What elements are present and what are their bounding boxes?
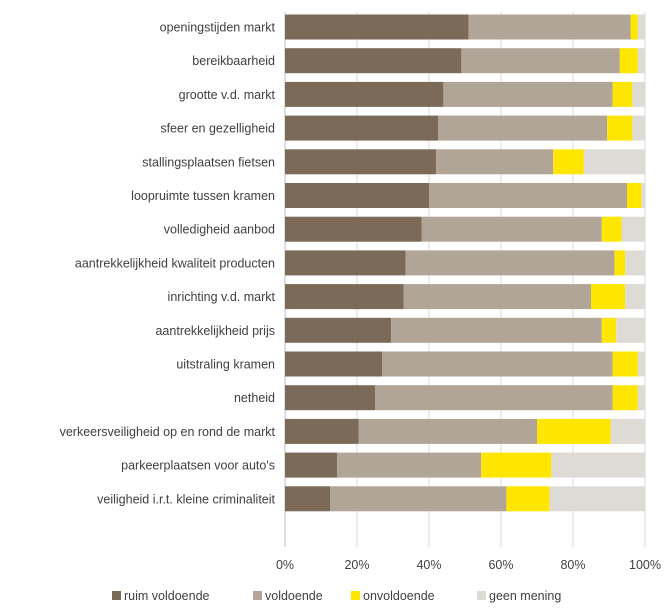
- bar-segment-ruim-voldoende: [285, 317, 392, 343]
- legend-swatch: [112, 591, 121, 600]
- bar-segment-onvoldoende: [591, 284, 626, 310]
- category-label: aantrekkelijkheid prijs: [155, 324, 275, 338]
- legend-label: onvoldoende: [363, 589, 435, 603]
- legend: ruim voldoende voldoende onvoldoende geen m…: [112, 589, 561, 603]
- bar-segment-geen-mening: [551, 452, 645, 478]
- category-label: uitstraling kramen: [176, 358, 275, 372]
- bar-segment-ruim-voldoende: [285, 115, 438, 141]
- category-label: netheid: [234, 391, 275, 405]
- bar-segment-ruim-voldoende: [285, 149, 437, 175]
- x-tick-label: 40%: [416, 558, 441, 572]
- x-tick-label: 80%: [560, 558, 585, 572]
- category-label: parkeerplaatsen voor auto's: [121, 459, 275, 473]
- category-label: grootte v.d. markt: [179, 88, 276, 102]
- bar-segment-voldoende: [382, 351, 613, 377]
- bar-segment-geen-mening: [637, 351, 645, 377]
- bar-segment-voldoende: [468, 14, 631, 40]
- bar-segment-voldoende: [438, 115, 608, 141]
- category-labels: openingstijden markt bereikbaarheid groott…: [60, 21, 276, 507]
- bar-segment-voldoende: [443, 81, 613, 107]
- bar-segment-geen-mening: [632, 81, 645, 107]
- bar-segment-geen-mening: [637, 48, 645, 74]
- bar-segment-onvoldoende: [619, 48, 638, 74]
- bar-segment-voldoende: [375, 385, 613, 411]
- bar-segment-ruim-voldoende: [285, 418, 359, 444]
- bar-segment-voldoende: [403, 284, 591, 310]
- bar-segment-voldoende: [461, 48, 620, 74]
- bar-segment-voldoende: [405, 250, 615, 276]
- bar-segment-voldoende: [358, 418, 537, 444]
- bar-segment-ruim-voldoende: [285, 183, 429, 208]
- bar-segment-ruim-voldoende: [285, 452, 338, 478]
- legend-swatch: [253, 591, 262, 600]
- legend-label: geen mening: [489, 589, 561, 603]
- bar-segment-ruim-voldoende: [285, 81, 444, 107]
- bar-segment-onvoldoende: [553, 149, 584, 175]
- bar-segment-voldoende: [429, 183, 627, 208]
- bar-segment-geen-mening: [583, 149, 645, 175]
- bar-segment-onvoldoende: [481, 452, 552, 478]
- x-tick-labels: 0% 20% 40% 60% 80% 100%: [276, 558, 661, 572]
- bar-segment-ruim-voldoende: [285, 284, 404, 310]
- bar-segment-ruim-voldoende: [285, 48, 462, 74]
- category-label: veiligheid i.r.t. kleine criminaliteit: [97, 492, 275, 506]
- bar-segment-geen-mening: [625, 284, 645, 310]
- bar-segment-onvoldoende: [612, 385, 638, 411]
- legend-label: ruim voldoende: [124, 589, 210, 603]
- bar-segment-ruim-voldoende: [285, 385, 375, 411]
- x-tick-label: 20%: [344, 558, 369, 572]
- bar-segment-onvoldoende: [537, 418, 611, 444]
- bars: [285, 14, 645, 512]
- category-label: sfeer en gezelligheid: [160, 122, 275, 136]
- bar-segment-geen-mening: [632, 115, 645, 141]
- bar-segment-voldoende: [330, 486, 507, 512]
- bar-segment-ruim-voldoende: [285, 250, 406, 276]
- x-tick-label: 100%: [629, 558, 661, 572]
- bar-segment-onvoldoende: [614, 250, 626, 276]
- bar-segment-voldoende: [436, 149, 554, 175]
- bar-segment-onvoldoende: [601, 216, 622, 242]
- x-tick-label: 60%: [488, 558, 513, 572]
- bar-segment-ruim-voldoende: [285, 351, 383, 377]
- bar-segment-onvoldoende: [630, 14, 638, 40]
- category-label: stallingsplaatsen fietsen: [142, 155, 275, 169]
- bar-segment-geen-mening: [621, 216, 645, 242]
- bar-segment-geen-mening: [549, 486, 645, 512]
- bar-segment-geen-mening: [610, 418, 645, 444]
- legend-label: voldoende: [265, 589, 323, 603]
- category-label: aantrekkelijkheid kwaliteit producten: [75, 256, 275, 270]
- category-label: openingstijden markt: [160, 21, 276, 35]
- bar-segment-onvoldoende: [607, 115, 633, 141]
- bar-segment-voldoende: [421, 216, 602, 242]
- bar-segment-onvoldoende: [601, 317, 617, 343]
- category-label: bereikbaarheid: [192, 54, 275, 68]
- bar-segment-onvoldoende: [506, 486, 550, 512]
- bar-segment-ruim-voldoende: [285, 14, 469, 40]
- legend-swatch: [351, 591, 360, 600]
- bar-segment-geen-mening: [616, 317, 645, 343]
- bar-segment-geen-mening: [637, 14, 645, 40]
- bar-segment-geen-mening: [641, 183, 645, 208]
- category-label: volledigheid aanbod: [164, 223, 275, 237]
- category-label: loopruimte tussen kramen: [131, 189, 275, 203]
- bar-segment-geen-mening: [625, 250, 645, 276]
- bar-segment-geen-mening: [637, 385, 645, 411]
- legend-swatch: [477, 591, 486, 600]
- category-label: verkeersveiligheid op en rond de markt: [60, 425, 276, 439]
- category-label: inrichting v.d. markt: [168, 290, 276, 304]
- bar-segment-onvoldoende: [612, 351, 638, 377]
- bar-segment-onvoldoende: [612, 81, 633, 107]
- bar-segment-ruim-voldoende: [285, 216, 422, 242]
- bar-segment-voldoende: [391, 317, 602, 343]
- bar-segment-voldoende: [337, 452, 482, 478]
- x-tick-label: 0%: [276, 558, 294, 572]
- bar-segment-ruim-voldoende: [285, 486, 330, 512]
- bar-segment-onvoldoende: [627, 183, 642, 208]
